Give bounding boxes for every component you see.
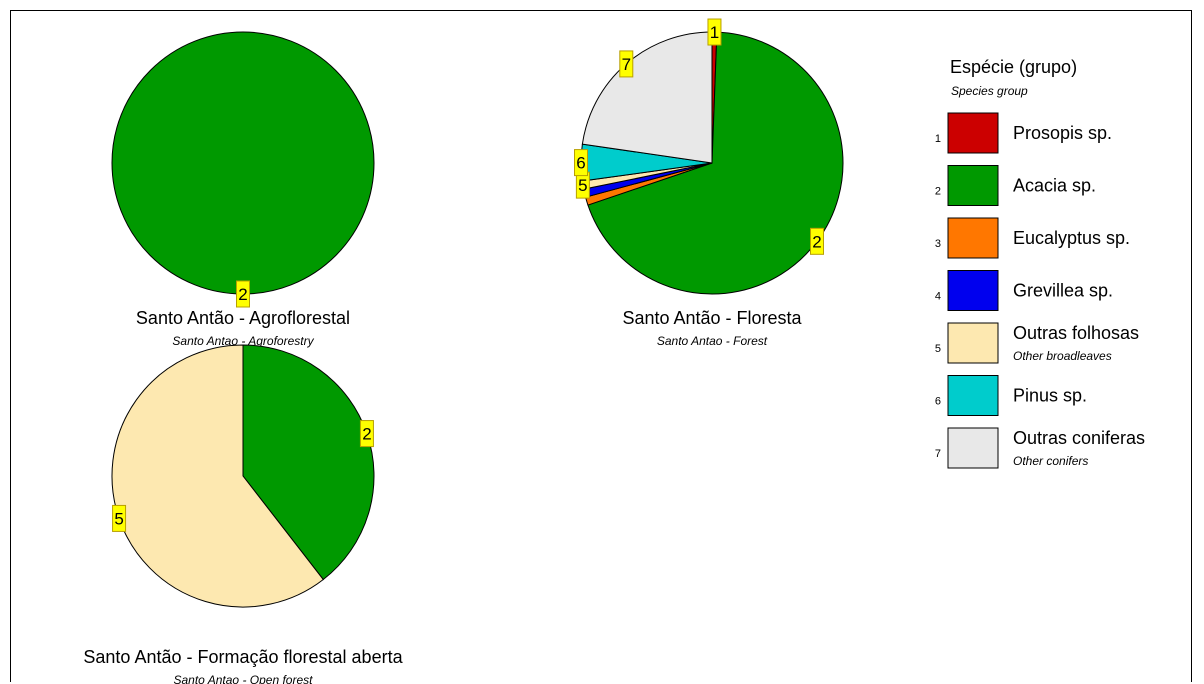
svg-text:5: 5 [114, 509, 123, 528]
legend-label: Outras folhosas [1013, 323, 1139, 343]
legend-item-4: 4 Grevillea sp. [935, 270, 1113, 311]
legend-number: 3 [935, 238, 941, 250]
legend: Espécie (grupo) Species group 1 Prosopis sp… [935, 57, 1145, 469]
slice-label-5: 5 [112, 504, 127, 532]
pie-title-3: Santo Antão - Formação florestal aberta [83, 647, 403, 667]
pie-chart-1: 2 Santo Antão - Agroflorestal Santo Antao … [111, 31, 375, 348]
pie-slice-2 [111, 31, 375, 295]
legend-subtitle: Species group [951, 84, 1028, 98]
legend-label: Eucalyptus sp. [1013, 228, 1130, 248]
legend-number: 1 [935, 133, 941, 145]
svg-text:2: 2 [812, 232, 821, 251]
legend-item-5: 5 Outras folhosas Other broadleaves [935, 322, 1139, 364]
legend-label: Acacia sp. [1013, 176, 1096, 196]
legend-number: 7 [935, 448, 941, 460]
legend-item-1: 1 Prosopis sp. [935, 112, 1112, 154]
pie-title-2: Santo Antão - Floresta [622, 308, 802, 328]
legend-title: Espécie (grupo) [950, 57, 1077, 77]
legend-number: 5 [935, 343, 941, 355]
svg-text:7: 7 [622, 55, 631, 74]
legend-swatch [947, 112, 999, 154]
slice-label-2: 2 [359, 420, 374, 448]
legend-number: 2 [935, 186, 941, 198]
legend-item-6: 6 Pinus sp. [935, 375, 1087, 416]
legend-item-2: 2 Acacia sp. [935, 165, 1096, 206]
pie-slice-7 [581, 31, 713, 164]
pie-chart-2: 1 2 5 6 7 Santo Antão - Floresta Santo Antao -… [574, 18, 844, 348]
svg-text:5: 5 [578, 176, 587, 195]
legend-item-7: 7 Outras coniferas Other conifers [935, 427, 1145, 469]
svg-text:2: 2 [362, 425, 371, 444]
svg-text:2: 2 [238, 285, 247, 304]
pie-subtitle-1: Santo Antao - Agroforestry [172, 334, 314, 348]
slice-label-2: 2 [236, 280, 250, 308]
legend-sublabel: Other broadleaves [1013, 349, 1112, 363]
legend-swatch [947, 270, 999, 311]
slice-label-2: 2 [810, 227, 825, 255]
legend-swatch [947, 217, 999, 259]
legend-sublabel: Other conifers [1013, 454, 1088, 468]
legend-swatch [947, 322, 999, 364]
svg-text:1: 1 [710, 23, 719, 42]
legend-label: Outras coniferas [1013, 428, 1145, 448]
legend-label: Grevillea sp. [1013, 281, 1113, 301]
svg-text:6: 6 [576, 154, 585, 173]
slice-label-1: 1 [707, 18, 722, 46]
legend-item-3: 3 Eucalyptus sp. [935, 217, 1130, 259]
legend-swatch [947, 165, 999, 206]
pie-subtitle-2: Santo Antao - Forest [657, 334, 768, 348]
legend-label: Prosopis sp. [1013, 123, 1112, 143]
legend-number: 6 [935, 396, 941, 408]
legend-label: Pinus sp. [1013, 386, 1087, 406]
legend-swatch [947, 375, 999, 416]
slice-label-6: 6 [574, 149, 589, 177]
pie-chart-3: 2 5 Santo Antão - Formação florestal abert… [83, 344, 404, 684]
legend-swatch [947, 427, 999, 469]
pie-subtitle-3: Santo Antao - Open forest [174, 673, 314, 684]
chart-frame [10, 10, 1192, 682]
legend-number: 4 [935, 291, 941, 303]
pie-title-1: Santo Antão - Agroflorestal [136, 308, 350, 328]
slice-label-7: 7 [619, 50, 634, 78]
